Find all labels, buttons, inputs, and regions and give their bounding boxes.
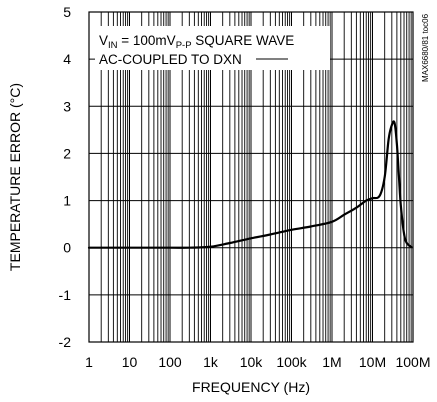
y-axis-label: TEMPERATURE ERROR (°C)	[7, 83, 23, 271]
y-tick-label: 3	[63, 98, 71, 114]
annotation-amplitude: = 100mV	[118, 33, 176, 48]
y-tick-labels: -2 -1 0 1 2 3 4 5	[59, 4, 72, 350]
x-tick-label: 1	[85, 354, 93, 370]
annotation-sub-in: IN	[108, 40, 118, 51]
y-tick-label: 5	[63, 4, 71, 20]
x-tick-label: 10	[122, 354, 138, 370]
annotation-background	[95, 26, 330, 70]
y-tick-label: 4	[63, 51, 71, 67]
y-tick-label: 0	[63, 240, 71, 256]
y-tick-label: 2	[63, 145, 71, 161]
annotation-v: V	[99, 33, 108, 48]
plot-frame	[88, 11, 414, 343]
x-tick-label: 100k	[276, 354, 307, 370]
x-tick-label: 10k	[240, 354, 264, 370]
series-line	[87, 120, 413, 249]
x-tick-labels: 1 10 100 1k 10k 100k 1M 10M 100M	[85, 354, 430, 370]
x-tick-label: 1M	[322, 354, 341, 370]
annotation-sub-pp: P-P	[176, 40, 192, 51]
annotation-waveform: SQUARE WAVE	[192, 33, 295, 48]
annotation-line-1: VIN = 100mVP-P SQUARE WAVE	[99, 33, 294, 51]
x-axis-label: FREQUENCY (Hz)	[192, 379, 310, 395]
x-tick-label: 100M	[395, 354, 430, 370]
x-tick-label: 10M	[359, 354, 386, 370]
x-tick-label: 100	[158, 354, 182, 370]
y-tick-label: -2	[59, 334, 72, 350]
x-tick-label: 1k	[203, 354, 219, 370]
figure-id-label: MAX6680/81 toc06	[421, 13, 430, 82]
y-tick-label: -1	[59, 287, 72, 303]
y-tick-label: 1	[63, 193, 71, 209]
annotation-line-2: AC-COUPLED TO DXN	[99, 52, 242, 67]
annotation-box: VIN = 100mVP-P SQUARE WAVE AC-COUPLED TO…	[95, 26, 330, 70]
